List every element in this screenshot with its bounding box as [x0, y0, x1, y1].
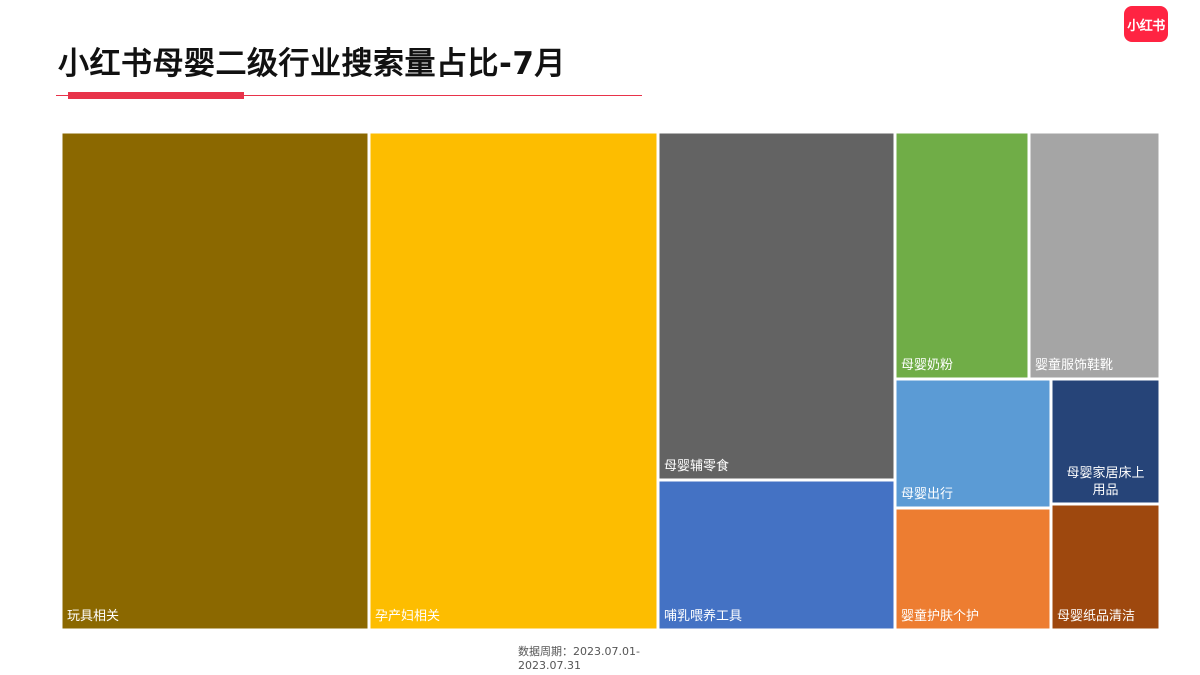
treemap-tile-rect	[1029, 132, 1160, 379]
title-underline	[56, 95, 642, 96]
treemap-tile-label: 母婴奶粉	[901, 358, 953, 373]
treemap-tile: 玩具相关	[61, 132, 369, 630]
treemap-tile-label: 玩具相关	[67, 609, 119, 624]
treemap-tile-rect	[658, 480, 895, 630]
treemap-tile-label: 孕产妇相关	[375, 608, 440, 624]
treemap-tile: 母婴纸品清洁	[1051, 504, 1160, 630]
treemap-tile-rect	[895, 508, 1051, 630]
treemap-tile-rect	[658, 132, 895, 480]
treemap-tile: 孕产妇相关	[369, 132, 658, 630]
treemap-tile-label: 婴童服饰鞋靴	[1035, 357, 1113, 373]
treemap-tile: 哺乳喂养工具	[658, 480, 895, 630]
data-period-line2: 2023.07.31	[518, 659, 581, 672]
treemap-tile-label: 母婴出行	[901, 487, 953, 502]
treemap-tile-label: 母婴辅零食	[664, 458, 729, 474]
page-title: 小红书母婴二级行业搜索量占比-7月	[58, 46, 566, 82]
treemap-tile: 母婴奶粉	[895, 132, 1029, 379]
treemap-tile: 母婴出行	[895, 379, 1051, 508]
treemap-tile-label: 用品	[1092, 483, 1118, 498]
treemap-tile-rect	[895, 132, 1029, 379]
treemap-tile-rect	[1051, 504, 1160, 630]
treemap-tile: 婴童护肤个护	[895, 508, 1051, 630]
treemap-tile: 母婴辅零食	[658, 132, 895, 480]
treemap-tile-label: 母婴纸品清洁	[1057, 609, 1135, 624]
treemap-tile-label: 哺乳喂养工具	[664, 608, 742, 624]
treemap-tile: 婴童服饰鞋靴	[1029, 132, 1160, 379]
treemap-tile-label: 婴童护肤个护	[901, 608, 979, 624]
xiaohongshu-logo: 小红书	[1124, 6, 1168, 42]
title-underline-accent	[68, 92, 244, 99]
treemap-tile-rect	[61, 132, 369, 630]
treemap-tile-rect	[895, 379, 1051, 508]
data-period-line1: 数据周期：2023.07.01-	[518, 645, 640, 658]
treemap-tile-label: 母婴家居床上	[1066, 465, 1144, 481]
treemap-tile-rect	[369, 132, 658, 630]
data-period-note: 数据周期：2023.07.01- 2023.07.31	[518, 645, 688, 673]
treemap-tile-rect	[1051, 379, 1160, 504]
